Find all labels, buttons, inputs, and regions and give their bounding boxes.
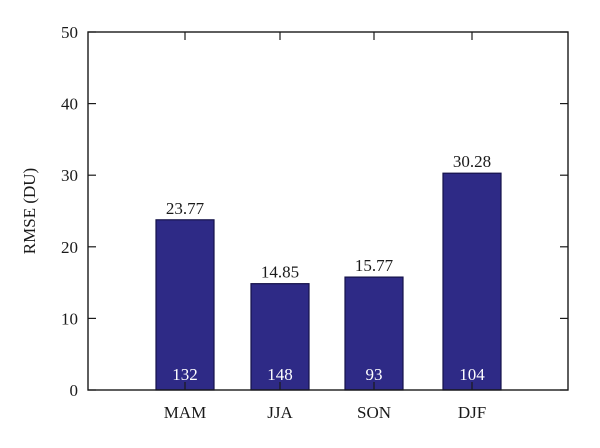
x-tick-label: MAM [164,403,207,422]
plot-frame [87,31,569,391]
bar-value-label: 14.85 [261,263,299,282]
x-tick-label: SON [357,403,391,422]
bar-value-label: 15.77 [355,256,394,275]
x-tick-label: JJA [267,403,293,422]
y-tick-label: 0 [70,381,79,400]
y-tick-label: 40 [61,95,78,114]
bar-value-label: 23.77 [166,199,205,218]
bar-son [344,276,404,391]
labels-layer: 0 10 20 30 40 50 MAM 23.77 132 JJA 14.85 148 SON 15.7… [61,23,491,422]
bar-count-label: 132 [172,365,198,384]
ticks-layer [88,31,568,391]
x-tick-label: DJF [458,403,486,422]
bar-jja [250,283,310,391]
y-tick-label: 10 [61,309,78,328]
bar-value-label: 30.28 [453,152,491,171]
bar-count-label: 104 [459,365,485,384]
y-tick-label: 30 [61,166,78,185]
bar-mam [155,219,215,391]
bar-djf [442,172,502,391]
y-tick-label: 50 [61,23,78,42]
y-tick-label: 20 [61,238,78,257]
bars-layer [155,172,502,391]
bar-count-label: 93 [366,365,383,384]
bar-count-label: 148 [267,365,293,384]
y-axis-label: RMSE (DU) [20,168,39,254]
axes-layer [87,31,569,391]
